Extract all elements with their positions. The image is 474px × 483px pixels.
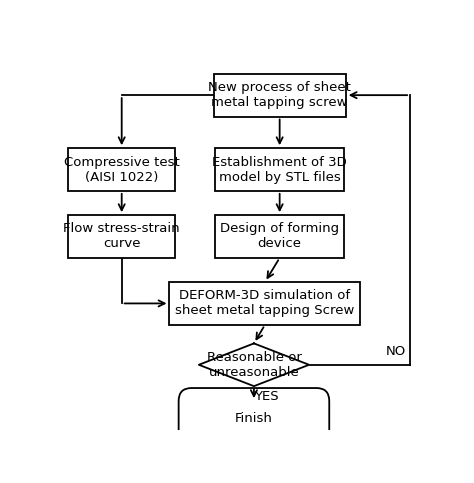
Text: Finish: Finish [235,412,273,425]
FancyBboxPatch shape [213,74,346,116]
FancyBboxPatch shape [179,388,329,449]
Text: Compressive test
(AISI 1022): Compressive test (AISI 1022) [64,156,180,184]
Text: Flow stress-strain
curve: Flow stress-strain curve [64,223,180,251]
Text: YES: YES [255,390,279,403]
Text: NO: NO [386,345,406,358]
Text: Reasonable or
unreasonable: Reasonable or unreasonable [207,351,301,379]
FancyBboxPatch shape [215,215,344,258]
FancyBboxPatch shape [68,148,175,191]
Text: Design of forming
device: Design of forming device [220,223,339,251]
FancyBboxPatch shape [170,282,360,325]
Polygon shape [199,343,309,386]
Text: DEFORM-3D simulation of
sheet metal tapping Screw: DEFORM-3D simulation of sheet metal tapp… [175,289,355,317]
Text: Establishment of 3D
model by STL files: Establishment of 3D model by STL files [212,156,347,184]
Text: New process of sheet
metal tapping screw: New process of sheet metal tapping screw [208,81,351,109]
FancyBboxPatch shape [68,215,175,258]
FancyBboxPatch shape [215,148,344,191]
